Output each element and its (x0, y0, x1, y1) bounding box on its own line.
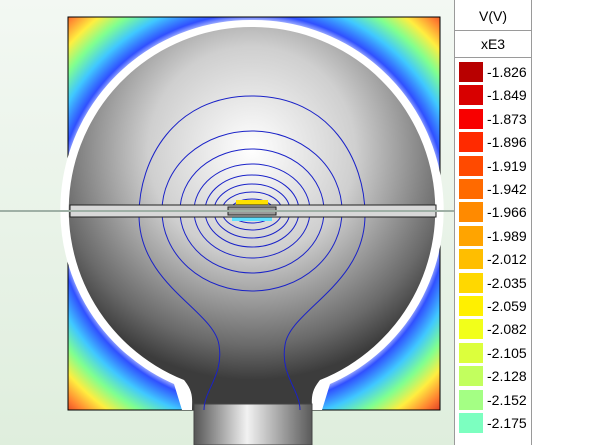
legend-label: -1.849 (487, 87, 527, 103)
legend-swatch (459, 273, 483, 293)
legend-label: -1.966 (487, 204, 527, 220)
separator (455, 30, 531, 31)
legend-swatch (459, 132, 483, 152)
legend-swatch (459, 202, 483, 222)
legend-swatch (459, 366, 483, 386)
legend-label: -2.128 (487, 368, 527, 384)
legend-label: -1.989 (487, 228, 527, 244)
legend-label: -1.826 (487, 64, 527, 80)
legend-label: -2.059 (487, 298, 527, 314)
legend-swatch (459, 85, 483, 105)
separator (531, 0, 532, 445)
legend-swatch (459, 62, 483, 82)
legend-label: -1.919 (487, 158, 527, 174)
legend-swatch (459, 179, 483, 199)
legend-swatch (459, 109, 483, 129)
legend-swatch (459, 390, 483, 410)
legend-label: -2.175 (487, 415, 527, 431)
legend-swatch (459, 296, 483, 316)
legend-label: -1.942 (487, 181, 527, 197)
cylinder (194, 404, 312, 445)
legend-swatch (459, 319, 483, 339)
legend-label: -1.873 (487, 111, 527, 127)
separator (455, 57, 531, 58)
legend-swatch (459, 249, 483, 269)
legend-label: -2.105 (487, 345, 527, 361)
legend-title: V(V) (455, 8, 531, 24)
legend-swatch (459, 156, 483, 176)
legend-label: -2.082 (487, 321, 527, 337)
screen: V(V) xE3 -1.826 -1.849 -1.873 -1.896 -1.919 -… (0, 0, 607, 445)
legend: V(V) xE3 -1.826 -1.849 -1.873 -1.896 -1.919 -… (454, 0, 607, 445)
legend-label: -2.152 (487, 392, 527, 408)
legend-label: -1.896 (487, 134, 527, 150)
legend-scale: xE3 (455, 36, 531, 52)
legend-label: -2.035 (487, 275, 527, 291)
legend-swatch (459, 413, 483, 433)
legend-swatch (459, 226, 483, 246)
legend-label: -2.012 (487, 251, 527, 267)
field-plot (0, 0, 454, 445)
legend-swatch (459, 343, 483, 363)
